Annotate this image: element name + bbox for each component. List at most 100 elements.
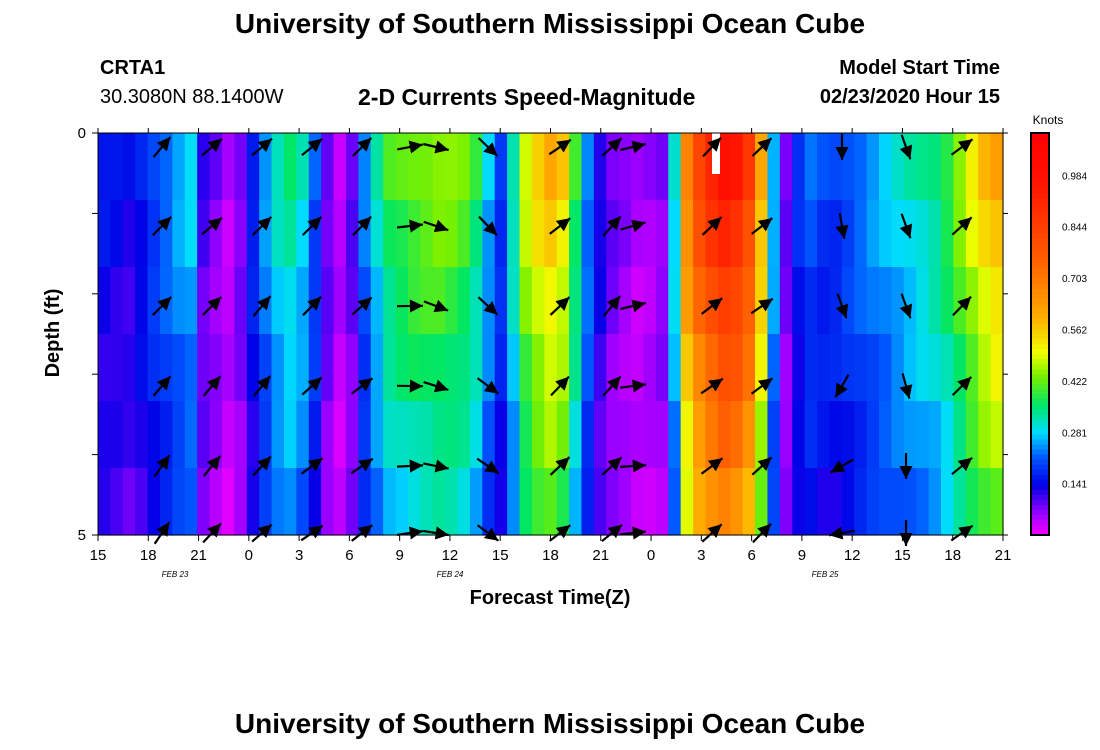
- current-vector-arrow: [252, 455, 272, 477]
- heatmap-cell: [507, 468, 521, 536]
- heatmap-cell: [98, 200, 111, 268]
- heatmap-cell: [135, 468, 149, 536]
- heatmap-cell: [903, 468, 917, 536]
- x-tick-label: 21: [592, 547, 609, 564]
- heatmap-cell: [370, 267, 384, 335]
- heatmap-cell: [779, 267, 793, 335]
- heatmap-cell: [928, 334, 942, 402]
- heatmap-cell: [767, 468, 781, 536]
- heatmap-cell: [271, 200, 285, 268]
- colorbar-segment: [1031, 293, 1049, 300]
- heatmap-cell: [358, 401, 372, 469]
- current-vector-arrow: [301, 216, 323, 236]
- heatmap-cell: [804, 334, 818, 402]
- heatmap-cell: [593, 334, 607, 402]
- colorbar-segment: [1031, 364, 1049, 370]
- heatmap-cell: [296, 334, 310, 402]
- current-vector-arrow: [396, 526, 424, 540]
- current-vector-arrow: [252, 375, 272, 397]
- heatmap-cell: [544, 267, 558, 335]
- heatmap-cell: [296, 401, 310, 469]
- heatmap-cell: [333, 133, 347, 201]
- heatmap-cell: [569, 133, 583, 201]
- heatmap-cell: [965, 200, 979, 268]
- heatmap-cell: [792, 401, 806, 469]
- current-vector-arrow: [153, 521, 171, 545]
- heatmap-cell: [184, 133, 198, 201]
- colorbar-segment: [1031, 303, 1049, 310]
- heatmap-cell: [631, 200, 645, 268]
- heatmap-cell: [829, 468, 843, 536]
- colorbar-segment: [1031, 183, 1049, 189]
- colorbar-segment: [1031, 263, 1049, 270]
- colorbar-label: Knots: [1033, 113, 1064, 127]
- y-axis-ticks: 05: [78, 125, 1008, 544]
- heatmap-cell: [631, 468, 645, 536]
- heatmap-cell: [370, 200, 384, 268]
- colorbar-segment: [1031, 158, 1049, 164]
- colorbar-segment: [1031, 474, 1049, 481]
- current-vector-arrow: [951, 216, 973, 236]
- heatmap-cell: [593, 267, 607, 335]
- heatmap-cell: [618, 468, 632, 536]
- heatmap-cell: [767, 200, 781, 268]
- current-vector-arrow: [396, 459, 424, 473]
- heatmap-cell: [841, 401, 855, 469]
- heatmap-cell: [271, 401, 285, 469]
- heatmap-cell: [531, 401, 545, 469]
- heatmap-cell: [668, 334, 682, 402]
- colorbar-segment: [1031, 218, 1049, 225]
- heatmap-cell: [643, 334, 657, 402]
- heatmap-cell: [494, 200, 508, 268]
- x-tick-label: 18: [944, 547, 961, 564]
- heatmap-cell: [469, 468, 483, 536]
- heatmap-cell: [345, 401, 359, 469]
- colorbar-tick-label: 0.703: [1062, 274, 1087, 285]
- heatmap-cell: [283, 267, 297, 335]
- heatmap-cell: [817, 468, 831, 536]
- colorbar-segment: [1031, 369, 1049, 375]
- heatmap-cell: [482, 401, 496, 469]
- heatmap-cell: [569, 334, 583, 402]
- current-vector-arrow: [351, 524, 373, 542]
- heatmap-cell: [110, 334, 124, 402]
- colorbar-segment: [1031, 419, 1049, 426]
- heatmap-cell: [928, 133, 942, 201]
- heatmap-cell: [978, 468, 992, 536]
- heatmap-cell: [879, 133, 893, 201]
- current-vector-arrow: [751, 456, 773, 476]
- heatmap-cell: [618, 401, 632, 469]
- heatmap-cell: [717, 200, 731, 268]
- heatmap-cell: [482, 334, 496, 402]
- heatmap-cell: [395, 401, 409, 469]
- heatmap-cell: [829, 334, 843, 402]
- heatmap-cell: [333, 401, 347, 469]
- heatmap-cell: [928, 468, 942, 536]
- colorbar-segment: [1031, 223, 1049, 230]
- colorbar-frame: [1030, 132, 1050, 536]
- colorbar-tick-label: 0.844: [1062, 223, 1087, 234]
- colorbar-tick-label: 0.422: [1062, 377, 1087, 388]
- heatmap-cell: [990, 401, 1004, 469]
- colorbar-tick-label: 0.281: [1062, 428, 1087, 439]
- heatmap-cell: [420, 468, 434, 536]
- station-id: CRTA1: [100, 57, 166, 79]
- x-tick-label: 12: [844, 547, 861, 564]
- heatmap-cell: [643, 468, 657, 536]
- heatmap-cell: [866, 133, 880, 201]
- heatmap-cell: [457, 200, 471, 268]
- heatmap-cell: [990, 133, 1004, 201]
- heatmap-cell: [631, 401, 645, 469]
- heatmap-cell: [804, 200, 818, 268]
- heatmap-cell: [482, 267, 496, 335]
- heatmap-cell: [717, 133, 731, 201]
- heatmap-cell: [879, 267, 893, 335]
- heatmap-cell: [817, 334, 831, 402]
- heatmap-cell: [383, 133, 397, 201]
- heatmap-cell: [742, 200, 756, 268]
- heatmap-cell: [680, 133, 694, 201]
- heatmap-cell: [569, 267, 583, 335]
- heatmap-cell: [445, 334, 459, 402]
- heatmap-cell: [631, 133, 645, 201]
- colorbar-segment: [1031, 464, 1049, 471]
